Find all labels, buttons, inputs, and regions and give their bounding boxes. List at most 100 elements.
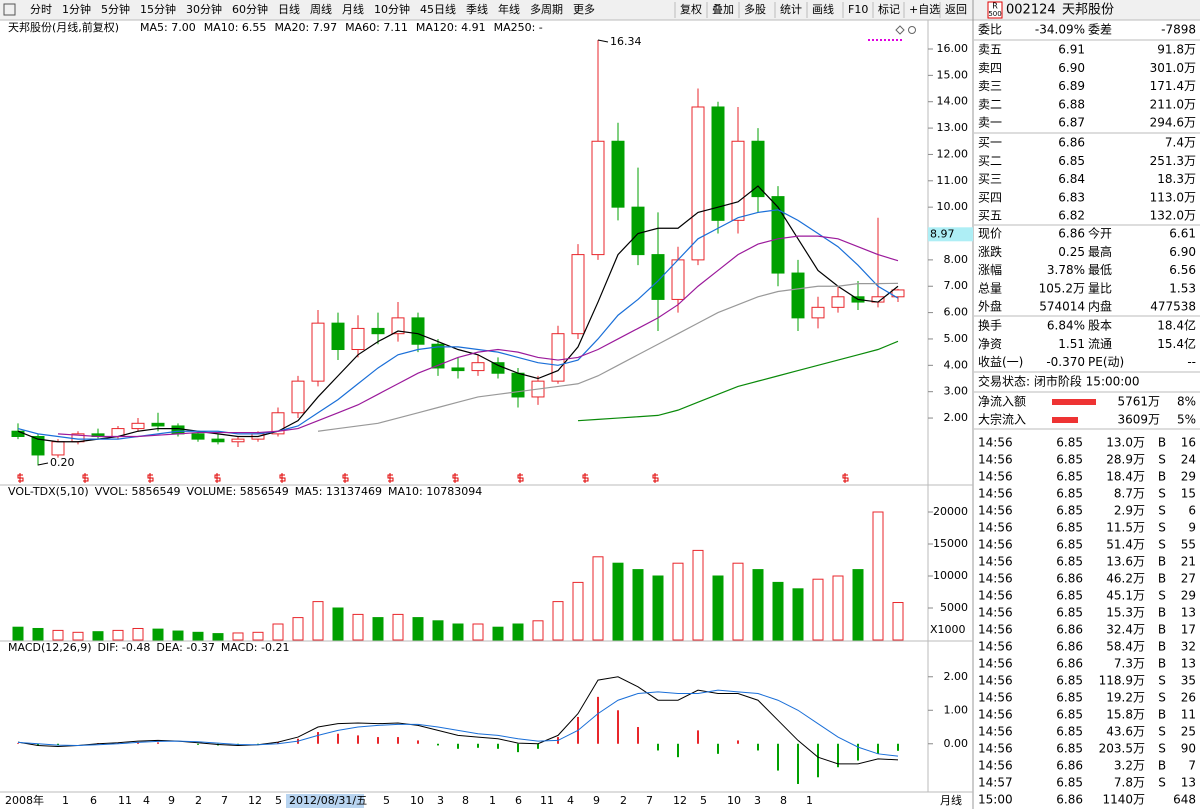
- dividend-icon[interactable]: [582, 473, 589, 483]
- volume-bar: [472, 623, 484, 641]
- stat-value: 105.2万: [1039, 281, 1085, 295]
- volume-bar: [712, 575, 724, 641]
- book-volume: 91.8万: [1157, 43, 1196, 57]
- tab[interactable]: 5分钟: [101, 2, 130, 16]
- trade-count: 6: [1188, 504, 1196, 518]
- toolbar-button[interactable]: +自选: [909, 3, 940, 16]
- tab[interactable]: 季线: [466, 2, 488, 16]
- dividend-icon[interactable]: [214, 473, 221, 483]
- tab[interactable]: 60分钟: [232, 2, 268, 16]
- dividend-icon[interactable]: [387, 473, 394, 483]
- stock-code: 002124: [1006, 3, 1056, 18]
- x-tick-label: 3: [437, 794, 444, 807]
- dividend-icon[interactable]: [842, 473, 849, 483]
- tab[interactable]: 1分钟: [62, 2, 91, 16]
- trade-side: B: [1158, 436, 1166, 450]
- trade-side: B: [1158, 623, 1166, 637]
- toolbar-button[interactable]: 返回: [945, 3, 967, 16]
- toolbar-button[interactable]: F10: [848, 3, 868, 16]
- stat-label: 收益(一): [978, 355, 1023, 369]
- trade-count: 35: [1181, 674, 1196, 688]
- dividend-icon[interactable]: [147, 473, 154, 483]
- tab[interactable]: 30分钟: [186, 2, 222, 16]
- trade-side: S: [1158, 589, 1166, 603]
- book-label: 卖三: [978, 79, 1002, 93]
- trade-volume: 7.3万: [1114, 657, 1145, 671]
- volume-bar: [532, 620, 544, 641]
- trade-count: 15: [1181, 487, 1196, 501]
- trade-count: 13: [1181, 657, 1196, 671]
- trade-volume: 3.2万: [1114, 759, 1145, 773]
- tab[interactable]: 45日线: [420, 2, 456, 16]
- label: 委差: [1088, 23, 1112, 37]
- toolbar-button[interactable]: 叠加: [712, 3, 734, 16]
- dividend-icon[interactable]: [342, 473, 349, 483]
- badge: [987, 1, 1003, 19]
- trade-count: 24: [1181, 453, 1196, 467]
- stat-value: 0.25: [1058, 245, 1085, 259]
- toolbar-button[interactable]: 统计: [780, 3, 802, 16]
- trade-count: 27: [1181, 572, 1196, 586]
- diamond-icon[interactable]: [895, 25, 905, 35]
- flow-value: 3609万: [1117, 413, 1160, 427]
- trade-side: B: [1158, 640, 1166, 654]
- tab[interactable]: 10分钟: [374, 2, 410, 16]
- tab[interactable]: 多周期: [530, 2, 563, 16]
- trade-volume: 58.4万: [1106, 640, 1145, 654]
- trade-volume: 7.8万: [1114, 776, 1145, 790]
- trade-price: 6.85: [1056, 504, 1083, 518]
- trade-time: 14:56: [978, 708, 1013, 722]
- high-pointer: [597, 39, 609, 43]
- book-price: 6.91: [1058, 43, 1085, 57]
- x-tick-label: 2: [620, 794, 627, 807]
- tab[interactable]: 15分钟: [140, 2, 176, 16]
- macd-header: DIF: -0.48: [98, 641, 151, 654]
- candle-body: [31, 435, 45, 456]
- tab[interactable]: 日线: [278, 2, 300, 16]
- ma-label: MA60: 7.11: [345, 21, 408, 34]
- dividend-icon[interactable]: [82, 473, 89, 483]
- book-price: 6.89: [1058, 79, 1085, 93]
- x-tick-label: 5: [700, 794, 707, 807]
- dividend-icon[interactable]: [279, 473, 286, 483]
- trade-count: 21: [1181, 555, 1196, 569]
- toolbar-button[interactable]: 多股: [744, 2, 766, 16]
- tab[interactable]: 分时: [30, 3, 52, 16]
- flow-bar: [1052, 399, 1096, 405]
- trade-side: B: [1158, 606, 1166, 620]
- flow-pct: 8%: [1177, 395, 1196, 409]
- toolbar-button[interactable]: 画线: [812, 2, 834, 16]
- trade-price: 6.85: [1056, 742, 1083, 756]
- x-tick-label: 1: [806, 794, 813, 807]
- stat-label: 最低: [1088, 263, 1112, 277]
- tab[interactable]: 月线: [342, 2, 364, 16]
- trade-time: 14:56: [978, 589, 1013, 603]
- dividend-icon[interactable]: [452, 473, 459, 483]
- trade-time: 14:57: [978, 776, 1013, 790]
- trade-time: 14:56: [978, 487, 1013, 501]
- trade-time: 14:56: [978, 555, 1013, 569]
- menu-icon[interactable]: [3, 3, 16, 16]
- x-tick-label: 12: [248, 794, 262, 807]
- trade-volume: 51.4万: [1106, 538, 1145, 552]
- macd-header: MACD: -0.21: [221, 641, 290, 654]
- volume-bar: [252, 631, 264, 641]
- tab[interactable]: 年线: [498, 2, 520, 16]
- circle-icon[interactable]: [908, 26, 916, 34]
- book-price: 6.86: [1058, 136, 1085, 150]
- dividend-icon[interactable]: [652, 473, 659, 483]
- dividend-icon[interactable]: [517, 473, 524, 483]
- volume-header: VVOL: 5856549: [95, 485, 181, 498]
- toolbar-button[interactable]: 标记: [878, 2, 900, 16]
- tab[interactable]: 周线: [310, 2, 332, 16]
- x-tick-label: 12: [673, 794, 687, 807]
- tab[interactable]: 更多: [573, 2, 595, 16]
- flow-label: 净流入额: [978, 395, 1026, 409]
- trade-side: B: [1158, 708, 1166, 722]
- toolbar-button[interactable]: 复权: [680, 2, 702, 16]
- dividend-icon[interactable]: [17, 473, 24, 483]
- book-volume: 18.3万: [1157, 172, 1196, 186]
- volume-bar: [892, 602, 904, 641]
- trade-price: 6.85: [1056, 453, 1083, 467]
